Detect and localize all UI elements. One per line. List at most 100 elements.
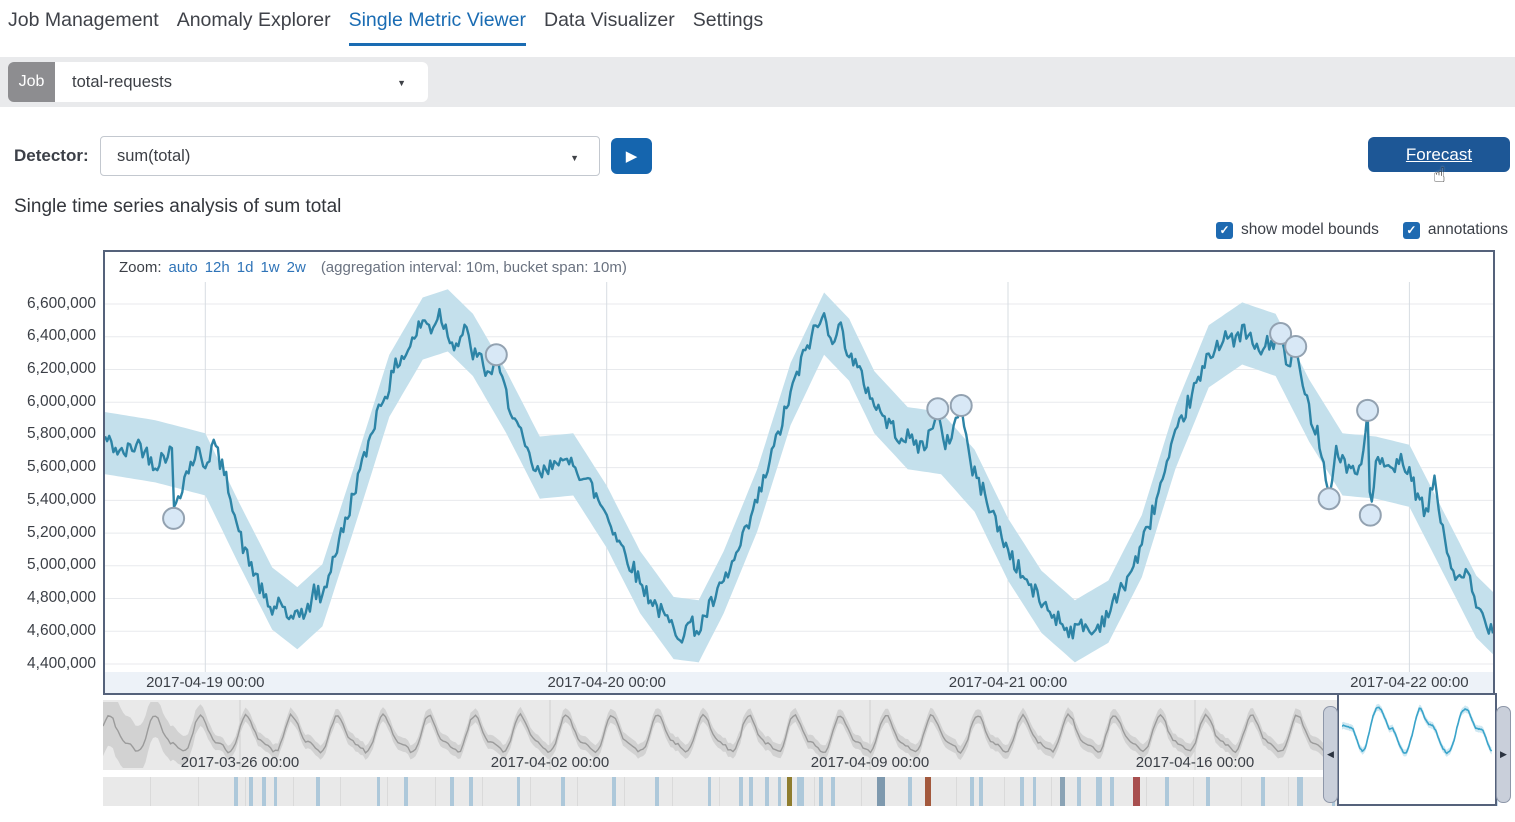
anomaly-tick (274, 777, 277, 806)
play-icon: ▶ (625, 148, 638, 165)
annotation-marker (484, 343, 508, 367)
anomaly-tick (655, 777, 659, 806)
navigator-date-label: 2017-03-26 00:00 (180, 754, 300, 771)
y-axis-label: 5,800,000 (27, 425, 96, 443)
y-axis-label: 4,400,000 (27, 654, 96, 672)
anomaly-tick (970, 777, 974, 806)
main-chart-x-axis: 2017-04-19 00:00 2017-04-20 00:00 2017-04-… (105, 672, 1493, 693)
y-axis-label: 4,800,000 (27, 589, 96, 606)
anomaly-tick (1133, 777, 1140, 806)
navigator-chart (102, 700, 1496, 770)
toggle-show-model-bounds[interactable]: ✓ show model bounds (1215, 221, 1379, 239)
tab-data-visualizer[interactable]: Data Visualizer (543, 9, 675, 31)
x-axis-label: 2017-04-22 00:00 (1350, 674, 1469, 691)
navigator-date-label: 2017-04-16 00:00 (1135, 754, 1255, 771)
y-axis-label: 6,600,000 (27, 294, 96, 312)
chevron-down-icon: ▼ (570, 153, 579, 163)
y-axis-label: 4,600,000 (27, 621, 96, 639)
tab-job-management[interactable]: Job Management (8, 9, 159, 31)
navigator-date-label: 2017-04-02 00:00 (490, 754, 610, 771)
detector-select-value: sum(total) (117, 146, 191, 165)
annotation-marker (1358, 503, 1382, 527)
annotation-marker (1356, 398, 1380, 422)
anomaly-tick (450, 777, 454, 806)
zoom-link-2w[interactable]: 2w (286, 258, 306, 276)
zoom-link-1w[interactable]: 1w (260, 258, 280, 276)
anomaly-tick (249, 777, 253, 806)
zoom-link-auto[interactable]: auto (168, 258, 198, 276)
anomaly-tick (1060, 777, 1065, 806)
anomaly-tick (1206, 777, 1210, 806)
x-axis-label: 2017-04-20 00:00 (547, 674, 666, 691)
tab-anomaly-explorer[interactable]: Anomaly Explorer (176, 9, 331, 31)
x-axis-label: 2017-04-19 00:00 (146, 674, 265, 691)
y-axis-label: 5,200,000 (27, 523, 96, 541)
annotation-marker (926, 397, 950, 421)
zoom-label: Zoom: (119, 258, 162, 276)
anomaly-tick (612, 777, 616, 806)
y-axis-label: 6,400,000 (27, 327, 96, 345)
page-title: Single time series analysis of sum total (14, 196, 342, 217)
anomaly-tick (1033, 777, 1036, 806)
zoom-controls: Zoom: auto 12h 1d 1w 2w (aggregation interval:… (105, 252, 1493, 282)
zoom-link-1d[interactable]: 1d (236, 258, 254, 276)
navigator-date-label: 2017-04-09 00:00 (810, 754, 930, 771)
anomaly-tick (797, 777, 804, 806)
time-navigator[interactable]: 2017-03-26 00:00 2017-04-02 00:00 2017-04-… (102, 700, 1497, 771)
play-button[interactable]: ▶ (611, 138, 652, 174)
anomaly-tick (778, 777, 781, 806)
job-select[interactable]: total-requests ▼ (55, 62, 428, 102)
anomaly-tick (831, 777, 835, 806)
anomaly-tick (517, 777, 520, 806)
anomaly-tick (1261, 777, 1265, 806)
anomaly-tick (1020, 777, 1024, 806)
anomaly-swimlane[interactable] (103, 777, 1498, 806)
forecast-button[interactable]: Forecast (1368, 137, 1510, 172)
anomaly-tick (787, 777, 792, 806)
navigator-selection-window[interactable] (1337, 693, 1497, 806)
main-chart-plot (105, 282, 1493, 672)
navigator-right-handle[interactable]: ▶ (1496, 706, 1511, 803)
annotation-marker (1317, 487, 1341, 511)
annotation-marker (162, 506, 186, 530)
anomaly-tick (819, 777, 823, 806)
annotation-marker (1284, 335, 1308, 358)
anomaly-tick (765, 777, 769, 806)
navigator-left-handle[interactable]: ◀ (1323, 706, 1338, 803)
selection-mini-chart (1341, 703, 1493, 757)
y-axis-label: 5,000,000 (27, 556, 96, 574)
x-axis-label: 2017-04-21 00:00 (948, 674, 1068, 691)
annotation-marker (949, 394, 973, 417)
y-axis-label: 6,000,000 (27, 392, 96, 410)
y-axis-label: 6,200,000 (27, 360, 96, 377)
anomaly-tick (749, 777, 753, 806)
anomaly-tick (979, 777, 983, 806)
anomaly-tick (1096, 777, 1102, 806)
anomaly-tick (1110, 777, 1114, 806)
main-chart-container: Zoom: auto 12h 1d 1w 2w (aggregation interval:… (103, 250, 1495, 695)
right-arrow-icon: ▶ (1500, 749, 1507, 759)
anomaly-tick (262, 777, 266, 806)
anomaly-tick (708, 777, 711, 806)
anomaly-tick (877, 777, 885, 806)
zoom-link-12h[interactable]: 12h (204, 258, 230, 276)
toggle-annotations[interactable]: ✓ annotations (1402, 221, 1508, 239)
anomaly-tick (1077, 777, 1081, 806)
detector-label: Detector: (14, 146, 89, 165)
anomaly-tick (316, 777, 320, 806)
job-select-value: total-requests (72, 72, 172, 91)
chevron-down-icon: ▼ (397, 78, 406, 88)
tab-single-metric-viewer[interactable]: Single Metric Viewer (348, 0, 526, 46)
anomaly-tick (925, 777, 931, 806)
anomaly-tick (234, 777, 238, 806)
checkbox-icon[interactable]: ✓ (1215, 221, 1233, 239)
anomaly-tick (404, 777, 408, 806)
tab-settings[interactable]: Settings (692, 9, 764, 31)
job-badge: Job (8, 62, 55, 102)
checkbox-icon[interactable]: ✓ (1402, 221, 1420, 239)
job-selector-bar: Job total-requests ▼ (0, 57, 1515, 107)
anomaly-tick (908, 777, 912, 806)
anomaly-tick (469, 777, 473, 806)
detector-select[interactable]: sum(total) ▼ (100, 136, 600, 176)
